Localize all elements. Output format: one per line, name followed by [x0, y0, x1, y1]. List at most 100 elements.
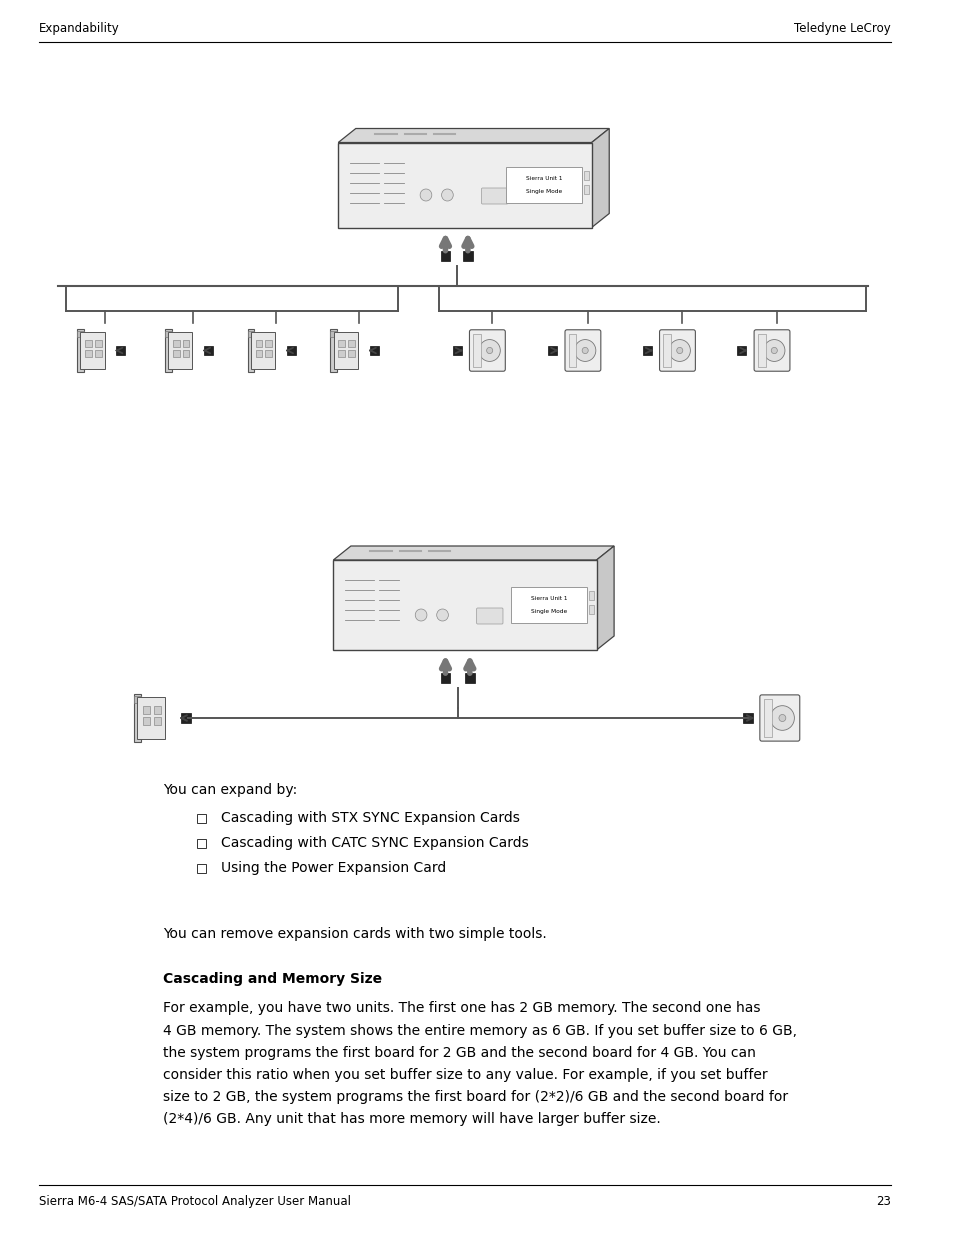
FancyBboxPatch shape — [94, 340, 102, 347]
FancyBboxPatch shape — [85, 340, 91, 347]
Text: Sierra Unit 1: Sierra Unit 1 — [530, 597, 566, 601]
FancyBboxPatch shape — [510, 587, 586, 622]
FancyBboxPatch shape — [548, 346, 557, 354]
FancyBboxPatch shape — [759, 695, 799, 741]
FancyBboxPatch shape — [338, 340, 345, 347]
FancyBboxPatch shape — [85, 350, 91, 357]
FancyBboxPatch shape — [153, 705, 161, 714]
FancyBboxPatch shape — [197, 814, 206, 824]
FancyBboxPatch shape — [172, 340, 179, 347]
Circle shape — [415, 609, 427, 621]
FancyBboxPatch shape — [476, 608, 502, 624]
FancyBboxPatch shape — [197, 864, 206, 873]
Text: size to 2 GB, the system programs the first board for (2*2)/6 GB and the second : size to 2 GB, the system programs the fi… — [163, 1091, 787, 1104]
FancyBboxPatch shape — [133, 694, 141, 742]
Circle shape — [486, 347, 492, 353]
FancyBboxPatch shape — [182, 340, 190, 347]
Text: Sierra M6-4 SAS/SATA Protocol Analyzer User Manual: Sierra M6-4 SAS/SATA Protocol Analyzer U… — [39, 1195, 351, 1208]
FancyBboxPatch shape — [583, 185, 588, 194]
Polygon shape — [338, 128, 609, 142]
FancyBboxPatch shape — [453, 346, 461, 354]
FancyBboxPatch shape — [142, 718, 150, 725]
FancyBboxPatch shape — [142, 705, 150, 714]
Circle shape — [436, 609, 448, 621]
FancyBboxPatch shape — [564, 330, 600, 372]
Circle shape — [676, 347, 682, 353]
FancyBboxPatch shape — [133, 697, 141, 703]
FancyBboxPatch shape — [742, 713, 752, 722]
Polygon shape — [333, 546, 614, 559]
FancyBboxPatch shape — [758, 333, 765, 367]
Text: the system programs the first board for 2 GB and the second board for 4 GB. You : the system programs the first board for … — [163, 1046, 755, 1060]
FancyBboxPatch shape — [77, 329, 84, 372]
FancyBboxPatch shape — [348, 340, 355, 347]
FancyBboxPatch shape — [464, 673, 475, 683]
FancyBboxPatch shape — [330, 329, 337, 372]
Text: consider this ratio when you set buffer size to any value. For example, if you s: consider this ratio when you set buffer … — [163, 1068, 766, 1082]
FancyBboxPatch shape — [462, 251, 473, 261]
FancyBboxPatch shape — [588, 605, 593, 614]
FancyBboxPatch shape — [481, 188, 507, 204]
FancyBboxPatch shape — [469, 330, 505, 372]
FancyBboxPatch shape — [94, 350, 102, 357]
FancyBboxPatch shape — [153, 718, 161, 725]
FancyBboxPatch shape — [137, 697, 165, 739]
FancyBboxPatch shape — [568, 333, 576, 367]
FancyBboxPatch shape — [338, 142, 591, 227]
FancyBboxPatch shape — [440, 673, 450, 683]
FancyBboxPatch shape — [348, 350, 355, 357]
Text: 4 GB memory. The system shows the entire memory as 6 GB. If you set buffer size : 4 GB memory. The system shows the entire… — [163, 1024, 796, 1037]
Text: Using the Power Expansion Card: Using the Power Expansion Card — [221, 861, 446, 876]
Text: Cascading and Memory Size: Cascading and Memory Size — [163, 972, 381, 986]
FancyBboxPatch shape — [181, 713, 191, 722]
FancyBboxPatch shape — [172, 350, 179, 357]
FancyBboxPatch shape — [182, 350, 190, 357]
FancyBboxPatch shape — [583, 170, 588, 180]
Circle shape — [478, 340, 499, 362]
FancyBboxPatch shape — [753, 330, 789, 372]
FancyBboxPatch shape — [659, 330, 695, 372]
FancyBboxPatch shape — [248, 331, 254, 337]
FancyBboxPatch shape — [255, 340, 262, 347]
Polygon shape — [591, 128, 609, 227]
FancyBboxPatch shape — [265, 340, 272, 347]
FancyBboxPatch shape — [330, 331, 337, 337]
FancyBboxPatch shape — [642, 346, 651, 354]
Circle shape — [770, 347, 777, 353]
Polygon shape — [596, 546, 614, 650]
FancyBboxPatch shape — [370, 346, 378, 354]
Text: Single Mode: Single Mode — [530, 609, 566, 614]
FancyBboxPatch shape — [505, 167, 581, 203]
FancyBboxPatch shape — [248, 329, 254, 372]
FancyBboxPatch shape — [588, 592, 593, 600]
FancyBboxPatch shape — [116, 346, 125, 354]
FancyBboxPatch shape — [197, 839, 206, 848]
FancyBboxPatch shape — [80, 332, 105, 369]
Text: Expandability: Expandability — [39, 22, 120, 35]
FancyBboxPatch shape — [662, 333, 670, 367]
Text: (2*4)/6 GB. Any unit that has more memory will have larger buffer size.: (2*4)/6 GB. Any unit that has more memor… — [163, 1113, 659, 1126]
Text: Single Mode: Single Mode — [525, 189, 561, 194]
FancyBboxPatch shape — [473, 333, 480, 367]
FancyBboxPatch shape — [165, 331, 172, 337]
FancyBboxPatch shape — [737, 346, 745, 354]
FancyBboxPatch shape — [287, 346, 295, 354]
FancyBboxPatch shape — [334, 332, 357, 369]
Circle shape — [581, 347, 588, 353]
Text: Cascading with CATC SYNC Expansion Cards: Cascading with CATC SYNC Expansion Cards — [221, 836, 529, 850]
FancyBboxPatch shape — [165, 329, 172, 372]
Circle shape — [668, 340, 690, 362]
Circle shape — [779, 715, 785, 721]
Circle shape — [762, 340, 784, 362]
FancyBboxPatch shape — [333, 559, 596, 650]
FancyBboxPatch shape — [265, 350, 272, 357]
FancyBboxPatch shape — [440, 251, 450, 261]
FancyBboxPatch shape — [251, 332, 275, 369]
Text: Cascading with STX SYNC Expansion Cards: Cascading with STX SYNC Expansion Cards — [221, 811, 519, 825]
Text: Teledyne LeCroy: Teledyne LeCroy — [793, 22, 890, 35]
Circle shape — [419, 189, 432, 201]
Text: You can remove expansion cards with two simple tools.: You can remove expansion cards with two … — [163, 927, 546, 941]
FancyBboxPatch shape — [168, 332, 193, 369]
Text: 23: 23 — [875, 1195, 890, 1208]
FancyBboxPatch shape — [77, 331, 84, 337]
